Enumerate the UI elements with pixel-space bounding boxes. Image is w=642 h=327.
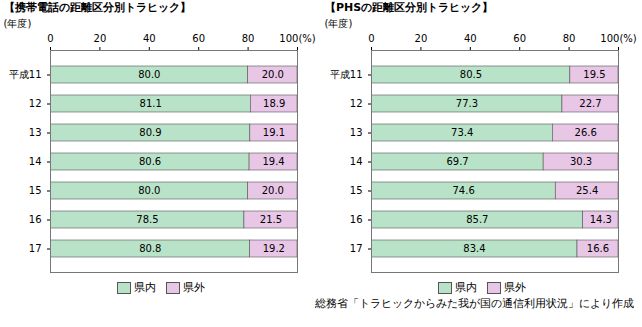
- svg-text:17: 17: [350, 243, 363, 254]
- svg-text:15: 15: [29, 185, 42, 196]
- svg-text:80.8: 80.8: [139, 243, 161, 254]
- html-text:県外: 県外: [503, 280, 526, 294]
- svg-text:14: 14: [350, 156, 363, 167]
- svg-text:19.1: 19.1: [263, 127, 285, 138]
- svg-text:20: 20: [415, 33, 428, 44]
- svg-text:13: 13: [350, 127, 363, 138]
- html-text:県内: 県内: [454, 280, 477, 294]
- svg-text:80: 80: [242, 33, 255, 44]
- svg-text:13: 13: [29, 127, 42, 138]
- svg-text:25.4: 25.4: [576, 185, 598, 196]
- svg-text:77.3: 77.3: [456, 98, 478, 109]
- svg-text:69.7: 69.7: [446, 156, 468, 167]
- svg-text:平成11: 平成11: [330, 69, 363, 80]
- svg-text:12: 12: [350, 98, 363, 109]
- svg-text:(年度): (年度): [4, 18, 32, 29]
- svg-text:22.7: 22.7: [579, 98, 601, 109]
- svg-text:14: 14: [29, 156, 42, 167]
- svg-text:19.2: 19.2: [263, 243, 285, 254]
- svg-text:14.3: 14.3: [590, 214, 612, 225]
- svg-text:16: 16: [350, 214, 363, 225]
- svg-text:平成11: 平成11: [9, 69, 42, 80]
- html-text:県内: 県内: [133, 280, 156, 294]
- svg-text:80.5: 80.5: [460, 69, 482, 80]
- svg-text:81.1: 81.1: [140, 98, 162, 109]
- svg-text:0: 0: [368, 33, 374, 44]
- svg-text:20.0: 20.0: [262, 185, 284, 196]
- html-text:【携帯電話の距離区分別トラヒック】: 【携帯電話の距離区分別トラヒック】: [4, 1, 191, 14]
- svg-text:60: 60: [513, 33, 526, 44]
- svg-text:60: 60: [192, 33, 205, 44]
- html-text:【PHSの距離区分別トラヒック】: 【PHSの距離区分別トラヒック】: [325, 1, 494, 14]
- svg-text:21.5: 21.5: [260, 214, 282, 225]
- svg-text:18.9: 18.9: [263, 98, 285, 109]
- svg-text:100(%): 100(%): [600, 33, 636, 44]
- svg-text:80: 80: [563, 33, 576, 44]
- html-text:総務省「トラヒックからみた我が国の通信利用状況」により作成: 総務省「トラヒックからみた我が国の通信利用状況」により作成: [315, 297, 634, 310]
- svg-text:15: 15: [350, 185, 363, 196]
- svg-text:0: 0: [47, 33, 53, 44]
- svg-text:80.0: 80.0: [138, 69, 160, 80]
- svg-text:19.5: 19.5: [583, 69, 605, 80]
- svg-text:12: 12: [29, 98, 42, 109]
- svg-text:83.4: 83.4: [463, 243, 485, 254]
- svg-text:16: 16: [29, 214, 42, 225]
- svg-text:26.6: 26.6: [575, 127, 597, 138]
- svg-text:(年度): (年度): [325, 18, 353, 29]
- svg-text:20.0: 20.0: [262, 69, 284, 80]
- svg-text:78.5: 78.5: [136, 214, 158, 225]
- svg-text:100(%): 100(%): [279, 33, 315, 44]
- svg-text:20: 20: [94, 33, 107, 44]
- svg-text:80.6: 80.6: [139, 156, 161, 167]
- svg-text:16.6: 16.6: [587, 243, 609, 254]
- svg-text:40: 40: [143, 33, 156, 44]
- html-text:県外: 県外: [182, 280, 205, 294]
- svg-text:74.6: 74.6: [452, 185, 474, 196]
- svg-text:80.0: 80.0: [138, 185, 160, 196]
- svg-text:40: 40: [464, 33, 477, 44]
- svg-text:80.9: 80.9: [139, 127, 161, 138]
- svg-text:30.3: 30.3: [570, 156, 592, 167]
- svg-text:19.4: 19.4: [262, 156, 284, 167]
- svg-text:17: 17: [29, 243, 42, 254]
- svg-text:73.4: 73.4: [451, 127, 473, 138]
- svg-text:85.7: 85.7: [466, 214, 488, 225]
